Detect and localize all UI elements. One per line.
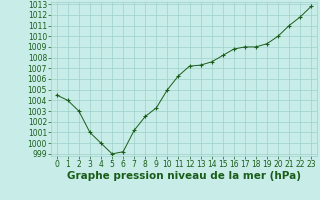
X-axis label: Graphe pression niveau de la mer (hPa): Graphe pression niveau de la mer (hPa) — [67, 171, 301, 181]
